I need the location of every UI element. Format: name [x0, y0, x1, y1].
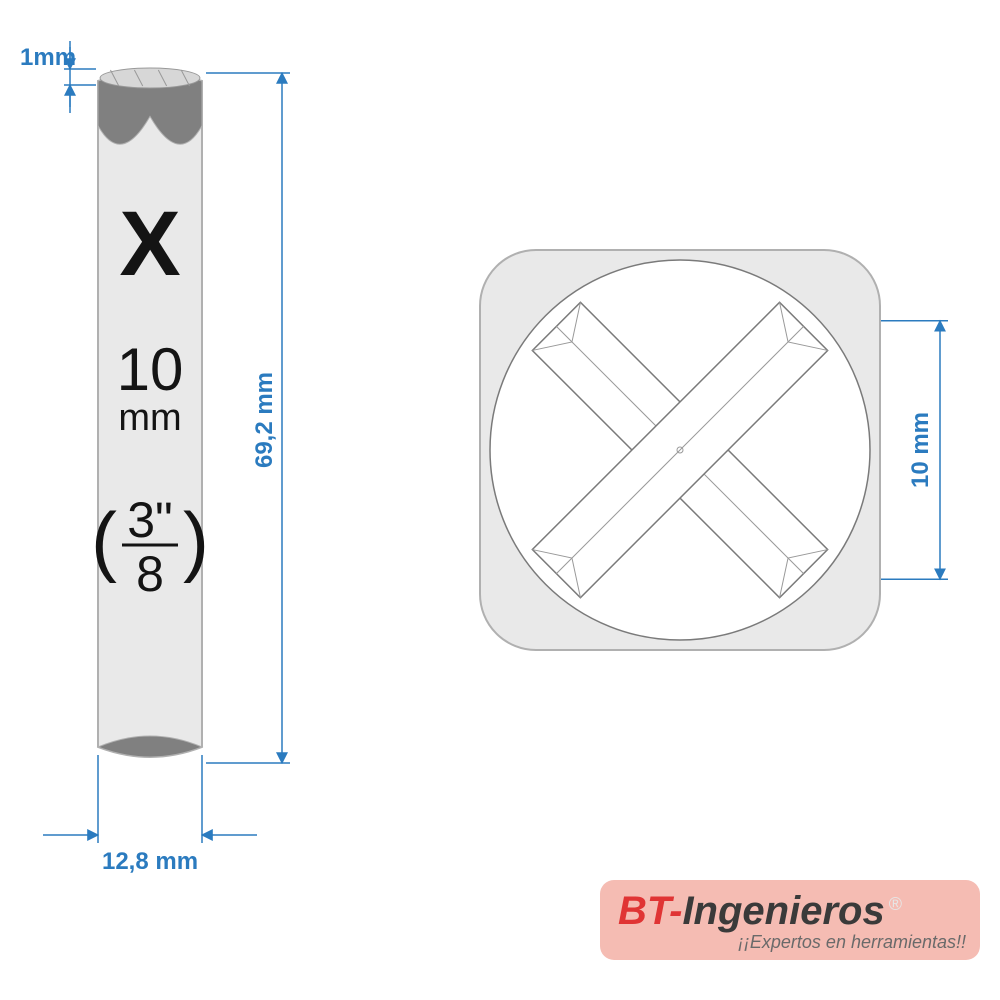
logo-tagline: ¡¡Expertos en herramientas!!	[738, 932, 966, 952]
logo-bold: BT-	[618, 889, 682, 933]
dim-stamp-label: 10 mm	[907, 412, 934, 488]
top-view	[480, 250, 880, 650]
dim-height: 69,2 mm	[206, 73, 290, 763]
dim-height-label: 69,2 mm	[251, 372, 278, 468]
fraction-numerator: 3"	[127, 492, 173, 548]
logo-reg: ®	[889, 894, 902, 914]
side-view: X 10 mm ( ) 3" 8	[91, 68, 209, 757]
logo-rest: Ingenieros	[682, 889, 884, 933]
marking-size-value: 10	[117, 336, 184, 403]
marking-letter: X	[119, 193, 180, 295]
fraction-denominator: 8	[136, 546, 164, 602]
dim-top-label: 1mm	[20, 44, 76, 71]
fraction-paren-left: (	[91, 496, 117, 584]
dim-top: 1mm	[20, 41, 96, 113]
brand-logo: BT-Ingenieros® ¡¡Expertos en herramienta…	[600, 880, 980, 960]
logo-text: BT-Ingenieros®	[618, 889, 902, 933]
dim-width: 12,8 mm	[43, 755, 257, 875]
marking-size-unit: mm	[118, 397, 181, 439]
dim-width-label: 12,8 mm	[102, 848, 198, 875]
fraction-paren-right: )	[183, 496, 209, 584]
